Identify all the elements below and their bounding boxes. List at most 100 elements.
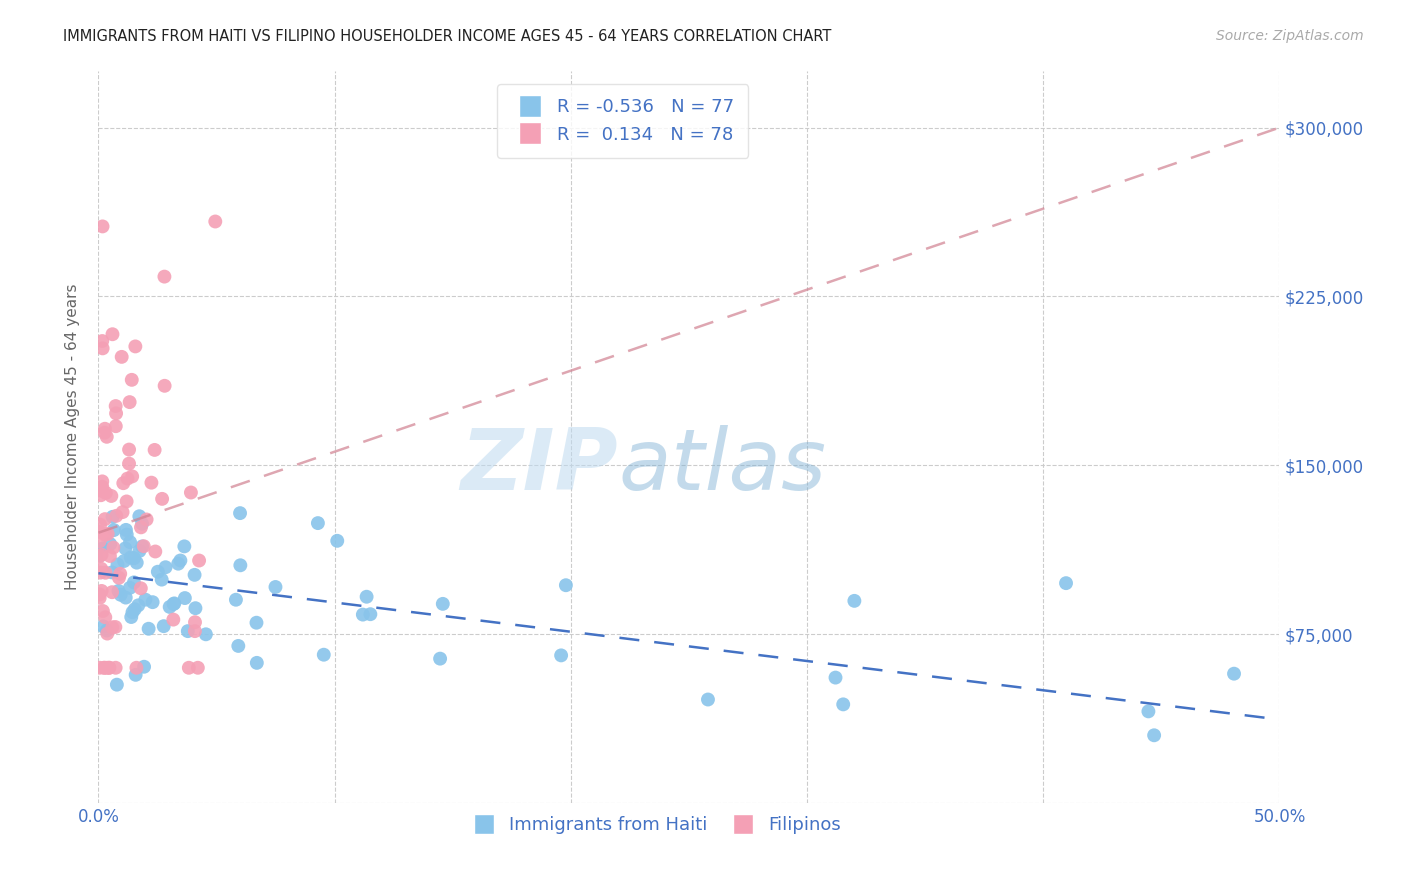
- Point: [114, 541, 136, 556]
- Point: [550, 648, 572, 663]
- Point: [184, 624, 207, 639]
- Point: [143, 442, 166, 457]
- Point: [94, 422, 117, 436]
- Point: [326, 533, 349, 548]
- Point: [143, 544, 166, 558]
- Point: [96, 430, 118, 444]
- Point: [162, 613, 184, 627]
- Point: [120, 550, 142, 565]
- Point: [101, 509, 124, 524]
- Legend: Immigrants from Haiti, Filipinos: Immigrants from Haiti, Filipinos: [458, 809, 849, 841]
- Point: [118, 395, 141, 409]
- Point: [94, 486, 117, 500]
- Point: [104, 661, 127, 675]
- Point: [132, 659, 155, 673]
- Point: [150, 491, 173, 506]
- Point: [152, 619, 174, 633]
- Point: [142, 595, 165, 609]
- Point: [90, 583, 112, 598]
- Text: ZIP: ZIP: [460, 425, 619, 508]
- Point: [110, 588, 132, 602]
- Point: [150, 573, 173, 587]
- Point: [101, 585, 124, 599]
- Point: [93, 661, 115, 675]
- Point: [104, 620, 127, 634]
- Point: [100, 489, 122, 503]
- Point: [127, 599, 149, 613]
- Point: [94, 512, 117, 526]
- Point: [120, 535, 142, 549]
- Point: [554, 578, 576, 592]
- Point: [96, 624, 118, 638]
- Point: [159, 599, 181, 614]
- Point: [111, 505, 134, 519]
- Point: [101, 566, 124, 580]
- Point: [131, 516, 153, 531]
- Point: [89, 549, 111, 563]
- Point: [118, 581, 141, 595]
- Point: [115, 527, 138, 541]
- Point: [96, 626, 118, 640]
- Point: [226, 639, 249, 653]
- Point: [117, 471, 139, 485]
- Point: [163, 596, 186, 610]
- Point: [183, 567, 205, 582]
- Point: [91, 542, 114, 557]
- Point: [1137, 704, 1160, 718]
- Point: [146, 565, 169, 579]
- Point: [246, 656, 269, 670]
- Point: [121, 605, 143, 619]
- Text: Source: ZipAtlas.com: Source: ZipAtlas.com: [1216, 29, 1364, 44]
- Point: [124, 602, 146, 616]
- Point: [98, 661, 121, 675]
- Point: [89, 591, 111, 605]
- Point: [187, 661, 209, 675]
- Point: [104, 399, 127, 413]
- Point: [101, 620, 124, 634]
- Point: [121, 469, 143, 483]
- Point: [91, 342, 114, 356]
- Point: [94, 610, 117, 624]
- Point: [91, 619, 114, 633]
- Point: [204, 214, 226, 228]
- Point: [124, 668, 146, 682]
- Point: [98, 549, 121, 563]
- Point: [97, 526, 120, 541]
- Point: [91, 219, 114, 234]
- Point: [91, 480, 114, 494]
- Point: [104, 419, 127, 434]
- Point: [94, 528, 117, 542]
- Point: [98, 661, 121, 675]
- Point: [125, 556, 148, 570]
- Point: [844, 594, 866, 608]
- Point: [103, 523, 125, 537]
- Point: [697, 692, 720, 706]
- Point: [131, 540, 153, 554]
- Point: [153, 269, 176, 284]
- Point: [89, 524, 111, 539]
- Point: [89, 566, 111, 580]
- Point: [312, 648, 335, 662]
- Point: [90, 488, 112, 502]
- Point: [432, 597, 454, 611]
- Text: atlas: atlas: [619, 425, 827, 508]
- Y-axis label: Householder Income Ages 45 - 64 years: Householder Income Ages 45 - 64 years: [65, 284, 80, 591]
- Point: [90, 548, 112, 562]
- Point: [169, 553, 191, 567]
- Point: [105, 508, 128, 523]
- Point: [184, 615, 207, 630]
- Point: [229, 506, 252, 520]
- Point: [225, 592, 247, 607]
- Point: [90, 548, 112, 562]
- Point: [98, 537, 121, 551]
- Point: [91, 475, 114, 489]
- Point: [180, 485, 202, 500]
- Point: [90, 562, 112, 576]
- Point: [89, 661, 111, 675]
- Point: [93, 425, 115, 440]
- Point: [264, 580, 287, 594]
- Point: [89, 517, 111, 532]
- Point: [177, 661, 200, 675]
- Point: [155, 560, 177, 574]
- Point: [129, 520, 152, 534]
